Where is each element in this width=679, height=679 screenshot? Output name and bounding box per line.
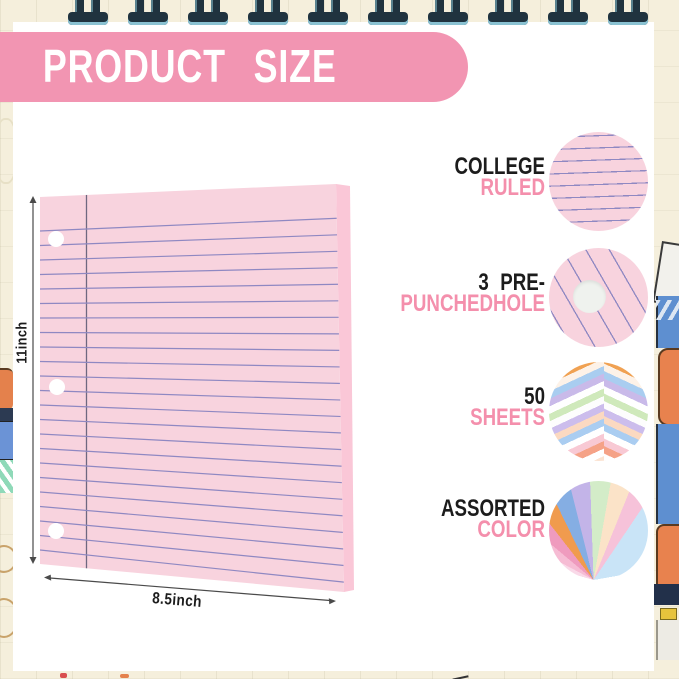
punched-hole-paper-icon [549,248,648,347]
ring-prong [315,0,324,18]
callout-sheet-count: 50 SHEETS [325,383,545,431]
ring-prong [435,0,444,18]
ring-prong [451,0,460,18]
ring-prong [195,0,204,18]
ring-prong [211,0,220,18]
callout-assorted-color: ASSORTED COLOR [325,495,545,543]
doodle-orange-shape [656,524,679,586]
spiral-ring-icon [248,0,288,25]
doodle-blue-shape [0,421,13,459]
ring-bar [548,12,588,25]
ring-bar [248,12,288,25]
ring-prong [375,0,384,18]
ring-prong [91,0,100,18]
doodle-navy-shape [0,408,13,421]
ring-prong [495,0,504,18]
ring-prong [135,0,144,18]
ring-bar [68,12,108,25]
callout-line2: SHEETS [470,404,545,431]
ring-prong [511,0,520,18]
ring-prong [555,0,564,18]
ring-prong [75,0,84,18]
spiral-ring-icon [548,0,588,25]
sheet-stack-left-half [549,362,606,461]
doodle-tan-circle [0,545,13,573]
ring-bar [608,12,648,25]
callout-line1: COLLEGE [454,153,545,180]
spiral-ring-icon [488,0,528,25]
left-doodle-border [0,0,13,679]
callout-college-ruled: COLLEGE RULED [325,153,545,201]
ring-bar [488,12,528,25]
ring-bar [428,12,468,25]
spiral-ring-icon [608,0,648,25]
doodle-dot [60,673,67,678]
ring-bar [368,12,408,25]
doodle-tan-circle [0,598,13,638]
ring-prong [571,0,580,18]
height-dimension-label: 11inch [13,321,31,364]
callout-line2: RULED [480,174,545,201]
ring-bar [188,12,228,25]
doodle-yellow-chip [660,608,677,620]
doodle-sketch [0,118,13,184]
college-ruled-paper-icon [549,132,648,231]
doodle-dot [120,674,129,678]
doodle-grey-shape [656,620,679,660]
callout-line2: COLOR [477,516,545,543]
ring-bar [128,12,168,25]
spiral-ring-icon [428,0,468,25]
doodle-tick [451,671,469,679]
punch-hole [572,279,606,313]
spiral-ring-icon [68,0,108,25]
spiral-ring-icon [188,0,228,25]
doodle-mint-stripes [0,459,13,493]
callout-line1: 3 PRE- [478,269,545,296]
doodle-navy-bar [654,584,679,605]
ring-prong [391,0,400,18]
doodle-slash-marks [656,300,679,320]
ring-bar [308,12,348,25]
sheet-stack-icon [549,362,648,461]
sheet-stack-right-half [604,362,648,461]
spiral-ring-icon [368,0,408,25]
ring-prong [615,0,624,18]
spiral-ring-icon [308,0,348,25]
color-fan-icon [549,481,648,580]
callout-line1: ASSORTED [440,495,545,522]
ring-prong [271,0,280,18]
ring-prong [151,0,160,18]
callout-punched-hole: 3 PRE- PUNCHEDHOLE [325,269,545,317]
ring-prong [255,0,264,18]
spiral-ring-icon [128,0,168,25]
bottom-doodle-border [0,671,679,679]
white-canvas [13,22,654,671]
callout-line2: PUNCHEDHOLE [400,290,545,317]
ring-prong [631,0,640,18]
doodle-orange-shape [0,368,13,410]
page-title: PRODUCT SIZE [42,40,337,92]
doodle-blue-shape [656,424,679,524]
ring-prong [331,0,340,18]
doodle-orange-handle [658,348,679,426]
callout-line1: 50 [524,383,545,410]
title-banner: PRODUCT SIZE [0,32,468,102]
right-doodle-border [654,0,679,679]
